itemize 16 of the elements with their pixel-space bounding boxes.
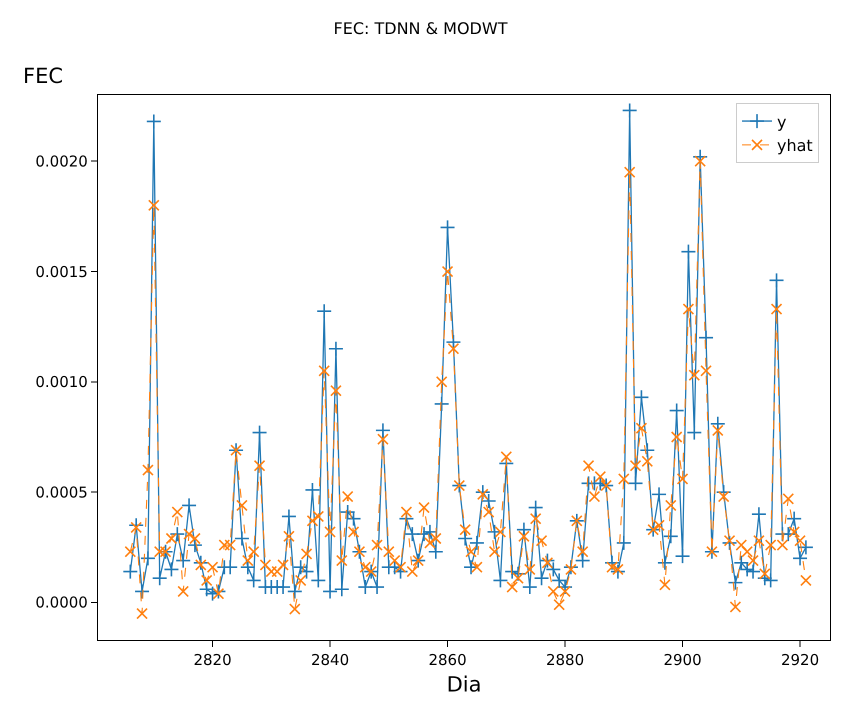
chart-title: FEC: TDNN & MODWT bbox=[334, 18, 508, 38]
x-tick-label: 2920 bbox=[780, 651, 820, 670]
x-tick-label: 2820 bbox=[193, 651, 232, 670]
x-tick-label: 2900 bbox=[663, 651, 702, 670]
x-tick-label: 2880 bbox=[546, 651, 584, 670]
y-tick-label: 0.0010 bbox=[35, 373, 88, 392]
y-tick-label: 0.0020 bbox=[35, 152, 88, 170]
legend-label: y bbox=[777, 112, 786, 132]
legend-label: yhat bbox=[777, 136, 813, 156]
x-tick-label: 2860 bbox=[428, 651, 467, 670]
y-axis-title: FEC bbox=[23, 64, 64, 88]
y-tick-label: 0.0000 bbox=[35, 594, 88, 612]
x-tick-label: 2840 bbox=[310, 651, 350, 670]
y-tick-label: 0.0015 bbox=[35, 262, 88, 281]
x-axis-title: Dia bbox=[446, 672, 482, 696]
y-tick-label: 0.0005 bbox=[35, 483, 88, 502]
